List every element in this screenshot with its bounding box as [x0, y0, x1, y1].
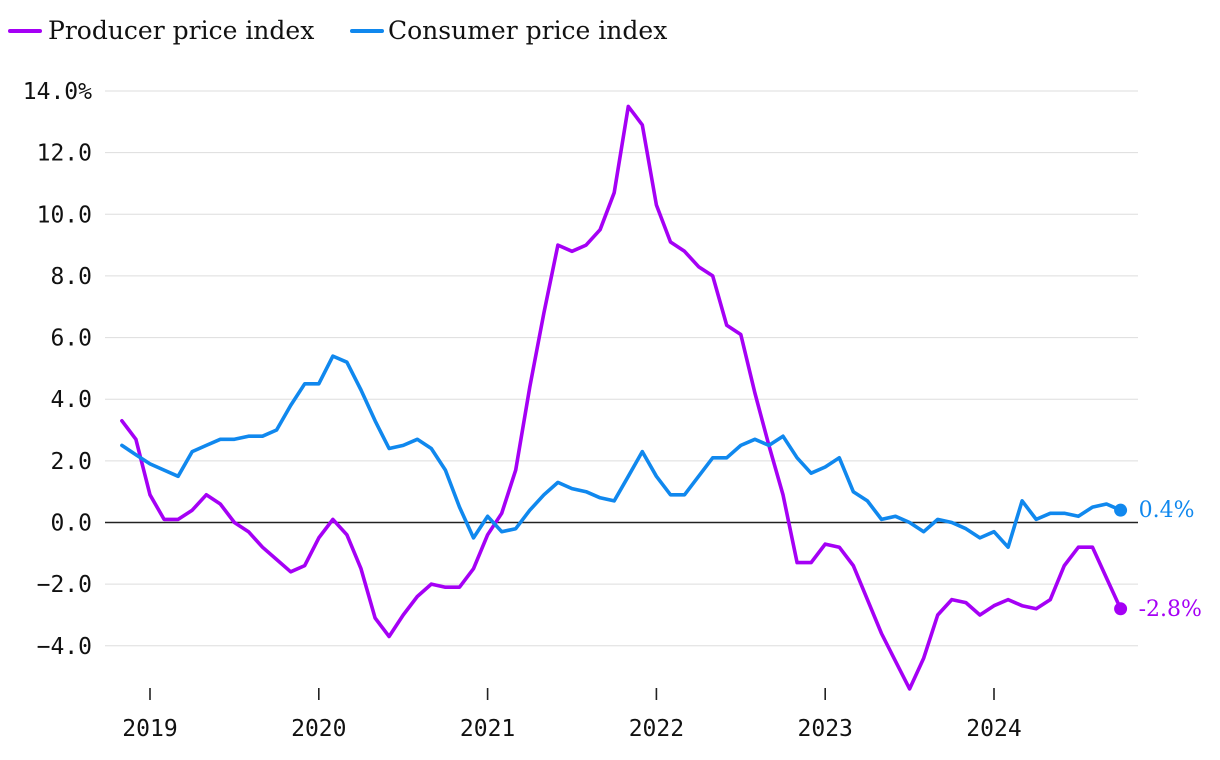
- series-end-dot-ppi: [1114, 602, 1128, 616]
- x-tick-label: 2022: [629, 716, 684, 742]
- x-tick-label: 2021: [460, 716, 515, 742]
- end-label-cpi: 0.4%: [1139, 498, 1195, 523]
- end-labels: -2.8% 0.4%: [1139, 498, 1202, 622]
- x-tick-label: 2024: [966, 716, 1021, 742]
- x-tick-label: 2019: [122, 716, 177, 742]
- y-tick-label: 12.0: [37, 141, 92, 167]
- y-tick-label: −4.0: [37, 634, 92, 660]
- y-tick-label: 2.0: [50, 449, 92, 475]
- y-tick-label: 4.0: [50, 387, 92, 413]
- legend-label-cpi: Consumer price index: [388, 16, 667, 45]
- x-tick-label: 2020: [291, 716, 346, 742]
- grid-layer: [105, 90, 1138, 647]
- legend: Producer price index Consumer price inde…: [8, 16, 667, 45]
- legend-label-ppi: Producer price index: [48, 16, 314, 45]
- y-axis: 14.0% 12.0 10.0 8.0 6.0 4.0 2.0 0.0 −2.0 −4.0: [23, 79, 92, 660]
- y-tick-label: 8.0: [50, 264, 92, 290]
- y-tick-label: −2.0: [37, 572, 92, 598]
- y-tick-label: 0.0: [50, 511, 92, 537]
- series-line-cpi: [120, 354, 1123, 549]
- end-label-ppi: -2.8%: [1139, 597, 1202, 622]
- series-line-ppi: [120, 104, 1123, 691]
- series-layer: [120, 104, 1128, 691]
- y-tick-label: 6.0: [50, 326, 92, 352]
- y-tick-label: 14.0%: [23, 79, 92, 105]
- x-tick-label: 2023: [798, 716, 853, 742]
- series-end-dot-cpi: [1114, 503, 1128, 517]
- x-axis: 2019 2020 2021 2022 2023 2024: [122, 688, 1022, 742]
- y-tick-label: 10.0: [37, 202, 92, 228]
